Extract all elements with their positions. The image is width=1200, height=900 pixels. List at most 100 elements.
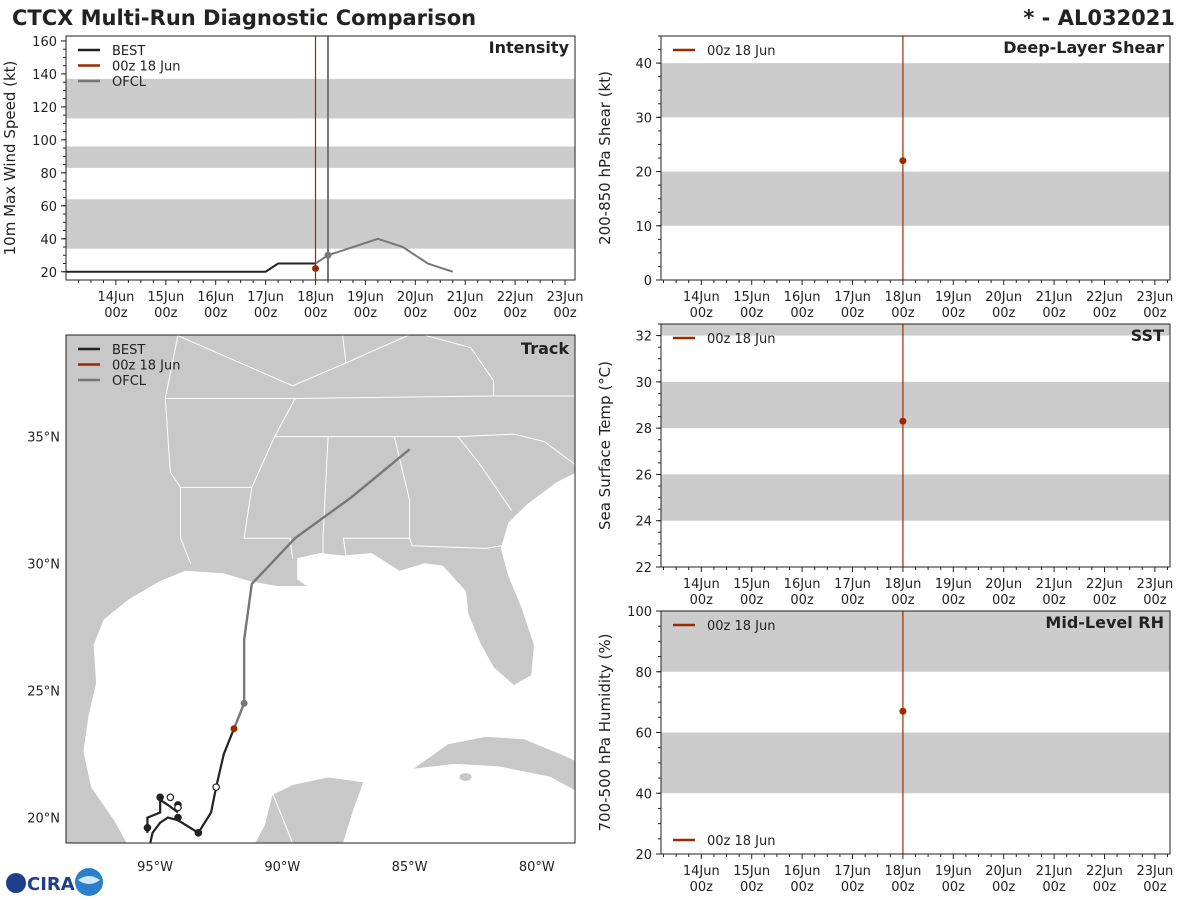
track-best-marker	[156, 793, 164, 802]
rh-x-tick-day: 18Jun	[884, 864, 921, 879]
state-border	[175, 335, 293, 387]
intensity-x-tick-hour: 00z	[404, 306, 428, 321]
sst-x-tick-day: 23Jun	[1136, 577, 1173, 592]
land-isla-juventud	[459, 772, 472, 781]
shear-panel: 14Jun00z15Jun00z16Jun00z17Jun00z18Jun00z…	[596, 35, 1173, 321]
sst-x-tick-hour: 00z	[992, 593, 1016, 608]
intensity-x-tick-hour: 00z	[503, 306, 527, 321]
shear-band	[661, 63, 1170, 118]
rh-run-point	[899, 707, 907, 715]
shear-run-point	[899, 157, 907, 165]
state-border	[292, 335, 495, 396]
sst-y-tick-label: 22	[635, 561, 652, 576]
intensity-x-tick-hour: 00z	[104, 306, 128, 321]
shear-x-tick-hour: 00z	[1042, 306, 1066, 321]
intensity-y-tick-label: 20	[40, 266, 57, 281]
state-border	[243, 487, 293, 559]
track-y-tick-label: 35°N	[27, 431, 60, 446]
track-best-line	[149, 728, 235, 843]
sst-band	[661, 324, 1170, 336]
track-y-tick-label: 20°N	[27, 812, 60, 827]
intensity-y-tick-label: 160	[32, 35, 57, 50]
track-x-tick-label: 95°W	[137, 860, 173, 875]
rh-legend-label-bottom: 00z 18 Jun	[707, 834, 776, 849]
intensity-best-line	[66, 262, 316, 273]
shear-x-tick-hour: 00z	[841, 306, 865, 321]
rh-y-tick-label: 20	[635, 848, 652, 863]
shear-y-tick-label: 20	[635, 166, 652, 181]
rh-x-tick-hour: 00z	[891, 880, 915, 895]
intensity-x-tick-hour: 00z	[553, 306, 577, 321]
intensity-y-tick-label: 40	[40, 233, 57, 248]
intensity-y-tick-label: 60	[40, 200, 57, 215]
shear-x-tick-day: 17Jun	[834, 290, 871, 305]
sst-x-tick-day: 18Jun	[884, 577, 921, 592]
rh-y-tick-label: 100	[627, 605, 652, 620]
shear-y-tick-label: 10	[635, 220, 652, 235]
track-legend-label: OFCL	[112, 374, 147, 389]
shear-x-tick-hour: 00z	[690, 306, 714, 321]
track-best-marker	[166, 793, 175, 802]
track-best-marker	[174, 813, 182, 822]
intensity-x-tick-hour: 00z	[354, 306, 378, 321]
rh-x-tick-hour: 00z	[1143, 880, 1167, 895]
logo-swirl-icon	[78, 876, 100, 884]
shear-x-tick-day: 15Jun	[733, 290, 770, 305]
shear-x-tick-hour: 00z	[942, 306, 966, 321]
sst-x-tick-day: 16Jun	[784, 577, 821, 592]
rh-y-tick-label: 40	[635, 787, 652, 802]
track-ofcl-point	[240, 699, 248, 707]
rh-legend-label: 00z 18 Jun	[707, 619, 776, 634]
shear-band	[661, 171, 1170, 226]
shear-x-tick-hour: 00z	[891, 306, 915, 321]
sst-x-tick-day: 19Jun	[935, 577, 972, 592]
state-border	[394, 436, 512, 511]
state-border	[409, 538, 502, 549]
intensity-x-tick-day: 16Jun	[197, 290, 234, 305]
intensity-x-tick-day: 22Jun	[497, 290, 534, 305]
rh-band	[661, 732, 1170, 794]
intensity-y-axis-label: 10m Max Wind Speed (kt)	[1, 61, 19, 256]
storm-id: * - AL032021	[1023, 6, 1175, 30]
shear-x-tick-day: 18Jun	[884, 290, 921, 305]
track-map	[66, 335, 605, 868]
rh-x-tick-hour: 00z	[992, 880, 1016, 895]
sst-x-tick-day: 15Jun	[733, 577, 770, 592]
rh-y-tick-label: 60	[635, 727, 652, 742]
state-border	[328, 436, 411, 557]
intensity-x-tick-day: 21Jun	[447, 290, 484, 305]
track-best-loop	[146, 797, 179, 833]
intensity-title: Intensity	[489, 38, 570, 57]
rh-x-tick-hour: 00z	[1042, 880, 1066, 895]
shear-x-tick-hour: 00z	[1143, 306, 1167, 321]
track-frame	[65, 334, 576, 844]
rh-panel: 14Jun00z15Jun00z16Jun00z17Jun00z18Jun00z…	[596, 605, 1173, 895]
sst-band	[661, 381, 1170, 429]
sst-x-tick-hour: 00z	[790, 593, 814, 608]
sst-frame	[660, 323, 1171, 568]
intensity-y-tick-label: 80	[40, 167, 57, 182]
land-jamaica	[581, 858, 605, 868]
shear-x-tick-hour: 00z	[992, 306, 1016, 321]
shear-title: Deep-Layer Shear	[1003, 38, 1164, 57]
rh-x-tick-hour: 00z	[740, 880, 764, 895]
sst-y-tick-label: 24	[635, 515, 652, 530]
sst-run-point	[899, 417, 907, 425]
sst-x-tick-hour: 00z	[740, 593, 764, 608]
intensity-x-tick-day: 14Jun	[97, 290, 134, 305]
intensity-ofcl-point	[324, 251, 332, 259]
sst-x-tick-day: 20Jun	[985, 577, 1022, 592]
figure-title: CTCX Multi-Run Diagnostic Comparison	[12, 6, 476, 30]
intensity-x-tick-day: 19Jun	[347, 290, 384, 305]
intensity-y-tick-label: 140	[32, 68, 57, 83]
state-border	[274, 436, 329, 554]
track-x-tick-label: 80°W	[519, 860, 555, 875]
rh-x-tick-day: 17Jun	[834, 864, 871, 879]
intensity-x-tick-hour: 00z	[454, 306, 478, 321]
intensity-panel: 14Jun00z15Jun00z16Jun00z17Jun00z18Jun00z…	[1, 35, 583, 321]
intensity-x-tick-day: 18Jun	[297, 290, 334, 305]
sst-x-tick-hour: 00z	[1042, 593, 1066, 608]
shear-x-tick-day: 22Jun	[1086, 290, 1123, 305]
rh-x-tick-day: 19Jun	[935, 864, 972, 879]
